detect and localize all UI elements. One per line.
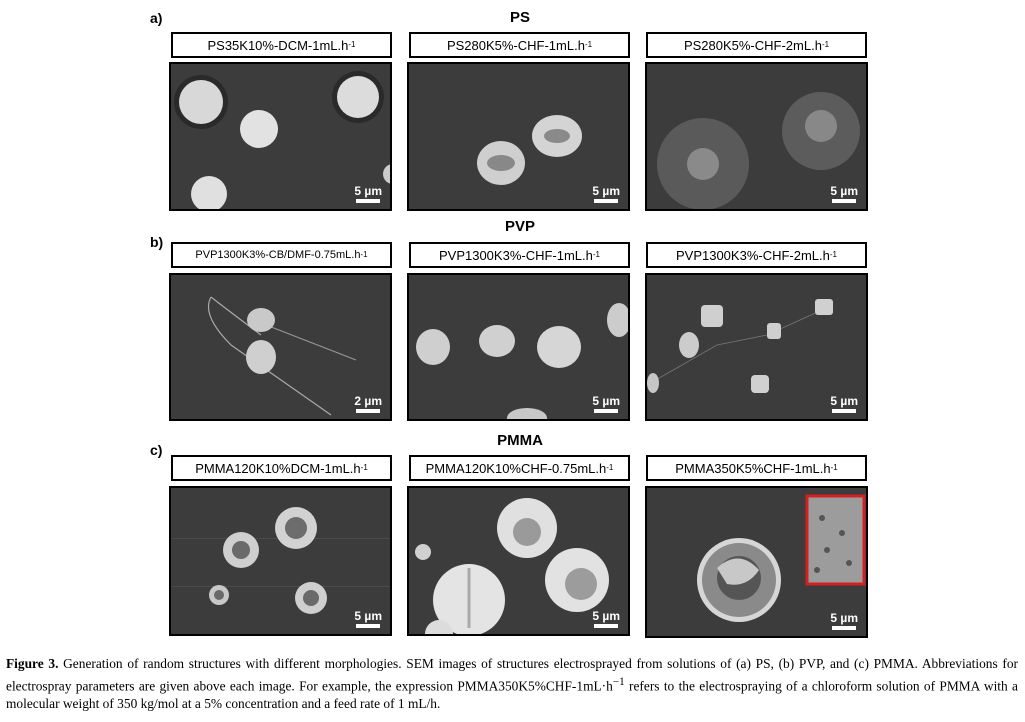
figure-label: Figure 3. [6,656,59,671]
scale-bar-pmma-2: 5 µm [592,610,620,628]
sem-image-ps-3: 5 µm [645,62,868,211]
label-pvp-1: PVP1300K3%-CB/DMF-0.75mL.h -1 [171,242,392,268]
row-b-title: PVP [504,218,535,235]
scale-bar-pmma-1: 5 µm [354,610,382,628]
label-pvp-3: PVP1300K3%-CHF-2mL.h -1 [646,242,867,268]
scale-bar-pmma-3: 5 µm [830,612,858,630]
sem-image-pvp-1: 2 µm [169,273,392,421]
scale-bar-ps-1: 5 µm [354,185,382,203]
sem-image-pmma-1: 5 µm [169,486,392,636]
row-c-letter: c) [150,442,163,458]
sem-image-ps-1: 5 µm [169,62,392,211]
label-pmma-2: PMMA120K10%CHF-0.75mL.h -1 [409,455,630,481]
sem-image-pvp-2: 5 µm [407,273,630,421]
scale-bar-pvp-1: 2 µm [354,395,382,413]
row-a-title: PS [509,9,530,26]
label-pmma-3: PMMA350K5%CHF-1mL.h -1 [646,455,867,481]
row-c-title: PMMA [497,432,543,449]
scale-bar-ps-3: 5 µm [830,185,858,203]
sem-image-pvp-3: 5 µm [645,273,868,421]
sem-image-ps-2: 5 µm [407,62,630,211]
row-a-letter: a) [150,10,163,26]
scale-bar-ps-2: 5 µm [592,185,620,203]
row-b-letter: b) [150,234,164,250]
label-pmma-1: PMMA120K10%DCM-1mL.h -1 [171,455,392,481]
scale-bar-pvp-3: 5 µm [830,395,858,413]
label-ps-1: PS35K10%-DCM-1mL.h -1 [171,32,392,58]
sem-image-pmma-3: 5 µm [645,486,868,638]
scale-bar-pvp-2: 5 µm [592,395,620,413]
label-ps-2: PS280K5%-CHF-1mL.h -1 [409,32,630,58]
sem-image-pmma-2: 5 µm [407,486,630,636]
label-pvp-2: PVP1300K3%-CHF-1mL.h -1 [409,242,630,268]
label-ps-3: PS280K5%-CHF-2mL.h -1 [646,32,867,58]
figure-caption: Figure 3. Generation of random structure… [6,656,1019,712]
